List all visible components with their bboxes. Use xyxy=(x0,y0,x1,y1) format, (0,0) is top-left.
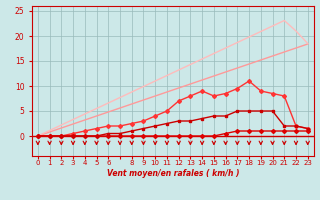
X-axis label: Vent moyen/en rafales ( km/h ): Vent moyen/en rafales ( km/h ) xyxy=(107,169,239,178)
